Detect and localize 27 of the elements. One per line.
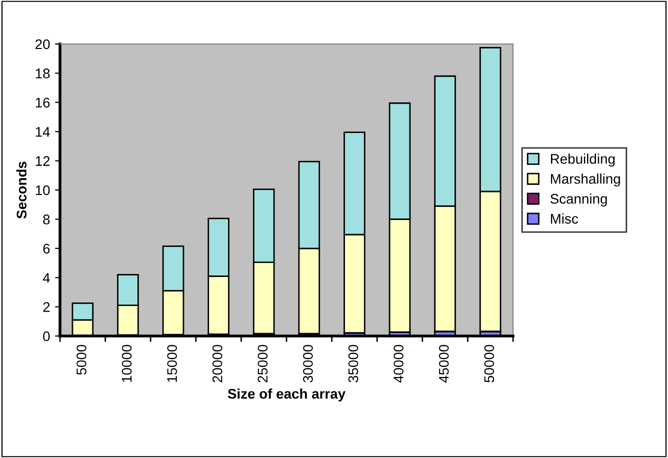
x-tick-label: 50000: [484, 344, 494, 382]
x-tick-label: 40000: [394, 344, 404, 383]
y-tick-label: 2: [43, 302, 50, 312]
y-tick-label: 0: [43, 331, 50, 342]
legend-label: Scanning: [550, 194, 607, 206]
x-tick-label: 30000: [303, 344, 313, 382]
y-axis-title: Seconds: [16, 162, 27, 219]
y-tick-label: 14: [36, 127, 50, 137]
x-tick-label: 45000: [438, 344, 449, 383]
y-tick-label: 10: [36, 185, 50, 196]
x-tick-label: 5000: [76, 344, 86, 375]
y-tick-label: 18: [36, 68, 50, 78]
x-tick-label: 25000: [258, 344, 268, 382]
x-tick-label: 10000: [122, 344, 132, 382]
y-tick-label: 20: [36, 39, 50, 50]
y-tick-label: 12: [36, 156, 50, 166]
legend-label: Misc: [550, 214, 578, 224]
y-tick-label: 6: [43, 244, 50, 254]
x-tick-label: 35000: [348, 344, 358, 382]
x-tick-label: 20000: [212, 344, 222, 382]
y-tick-label: 16: [36, 98, 50, 108]
legend-label: Rebuilding: [550, 154, 615, 167]
x-axis-title: Size of each array: [228, 388, 346, 402]
x-tick-label: 15000: [167, 344, 177, 382]
y-tick-label: 8: [43, 214, 50, 224]
y-tick-label: 4: [42, 273, 50, 283]
legend-label: Marshalling: [550, 174, 620, 187]
